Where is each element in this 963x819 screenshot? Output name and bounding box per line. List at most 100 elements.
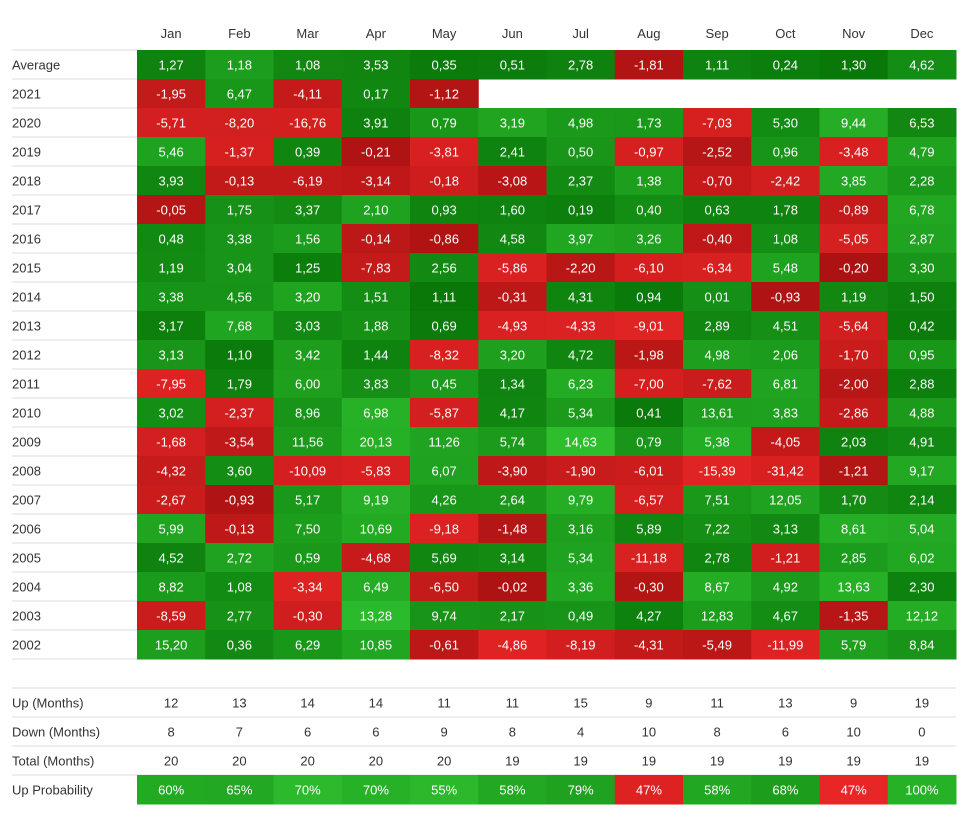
cell-2013-mar [273, 311, 343, 341]
cell-value: 6,23 [568, 377, 593, 392]
cell-value: -2,37 [225, 406, 255, 421]
row-label-2015: 2015 [12, 261, 41, 276]
summary-value: 19 [915, 696, 929, 711]
probability-cell-feb [205, 775, 274, 805]
summary-label: Up (Months) [12, 696, 84, 711]
cell-value: 1,30 [841, 58, 866, 73]
cell-value: 3,30 [909, 261, 934, 276]
cell-value: 3,37 [295, 203, 320, 218]
cell-value: 0,19 [568, 203, 593, 218]
cell-value: -6,50 [429, 580, 459, 595]
cell-2004-jul [546, 572, 616, 602]
cell-value: -1,98 [634, 348, 664, 363]
cell-value: -6,34 [702, 261, 732, 276]
cell-2003-aug [614, 601, 684, 631]
cell-value: -1,81 [634, 58, 664, 73]
cell-2018-mar [273, 166, 343, 196]
summary-value: 19 [505, 754, 519, 769]
row-label-2013: 2013 [12, 319, 41, 334]
month-header-apr: Apr [366, 26, 387, 41]
summary-value: 8 [509, 725, 516, 740]
cell-value: 2,85 [841, 551, 866, 566]
cell-2021-jan [137, 79, 206, 109]
probability-cell-jan [137, 775, 206, 805]
cell-2011-nov [819, 369, 889, 399]
summary-value: 19 [915, 754, 929, 769]
cell-value: 4,98 [568, 116, 593, 131]
cell-value: 4,88 [909, 406, 934, 421]
cell-2009-feb [205, 427, 274, 457]
cell-2012-aug [614, 340, 684, 370]
cell-2011-jul [546, 369, 616, 399]
cell-value: -7,00 [634, 377, 664, 392]
cell-2015-oct [751, 253, 820, 283]
cell-2003-dec [887, 601, 957, 631]
cell-value: 12,83 [701, 609, 734, 624]
cell-2008-jun [478, 456, 547, 486]
cell-value: 6,47 [227, 87, 252, 102]
row-label-2019: 2019 [12, 145, 41, 160]
cell-value: -6,10 [634, 261, 664, 276]
cell-2008-aug [614, 456, 684, 486]
cell-2005-mar [273, 543, 343, 573]
cell-value: 4,27 [636, 609, 661, 624]
cell-2016-jan [137, 224, 206, 254]
cell-value: 2,28 [909, 174, 934, 189]
probability-value: 58% [704, 783, 730, 798]
cell-2007-mar [273, 485, 343, 515]
cell-2019-aug [614, 137, 684, 167]
cell-2014-apr [341, 282, 411, 312]
cell-value: -11,18 [631, 551, 667, 566]
cell-2005-apr [341, 543, 411, 573]
cell-2002-dec [887, 630, 957, 660]
cell-value: 2,87 [909, 232, 934, 247]
cell-2003-feb [205, 601, 274, 631]
cell-value: 5,34 [568, 551, 593, 566]
cell-2012-oct [751, 340, 820, 370]
cell-value: 3,20 [500, 348, 525, 363]
cell-value: -4,86 [498, 638, 528, 653]
cell-value: -2,42 [771, 174, 801, 189]
cell-2019-mar [273, 137, 343, 167]
cell-2012-jan [137, 340, 206, 370]
cell-value: 5,17 [295, 493, 320, 508]
cell-2004-mar [273, 572, 343, 602]
cell-2011-jun [478, 369, 547, 399]
cell-average-dec [887, 50, 957, 80]
cell-value: 3,17 [158, 319, 183, 334]
cell-2014-feb [205, 282, 274, 312]
summary-value: 13 [232, 696, 246, 711]
probability-value: 47% [841, 783, 867, 798]
cell-2003-may [410, 601, 479, 631]
cell-value: 2,17 [500, 609, 525, 624]
cell-value: 5,89 [636, 522, 661, 537]
cell-value: 3,38 [227, 232, 252, 247]
cell-2002-jul [546, 630, 616, 660]
cell-2017-may [410, 195, 479, 225]
cell-value: 0,59 [295, 551, 320, 566]
cell-value: 3,60 [227, 464, 252, 479]
cell-2012-dec [887, 340, 957, 370]
cell-2008-jul [546, 456, 616, 486]
cell-2020-sep [683, 108, 752, 138]
row-label-2008: 2008 [12, 464, 41, 479]
cell-2015-nov [819, 253, 889, 283]
cell-value: -4,33 [566, 319, 596, 334]
cell-2015-jun [478, 253, 547, 283]
row-label-2003: 2003 [12, 609, 41, 624]
cell-value: -16,76 [289, 116, 326, 131]
cell-value: 5,46 [158, 145, 183, 160]
cell-value: 0,40 [636, 203, 661, 218]
summary-label: Total (Months) [12, 754, 94, 769]
row-label-2002: 2002 [12, 638, 41, 653]
cell-2003-apr [341, 601, 411, 631]
cell-2017-dec [887, 195, 957, 225]
summary-value: 19 [573, 754, 587, 769]
cell-value: 2,78 [568, 58, 593, 73]
cell-value: 2,10 [363, 203, 388, 218]
cell-value: -4,11 [293, 87, 322, 102]
cell-2010-oct [751, 398, 820, 428]
cell-value: 0,48 [158, 232, 183, 247]
cell-value: -8,20 [225, 116, 255, 131]
probability-cell-jul [546, 775, 616, 805]
